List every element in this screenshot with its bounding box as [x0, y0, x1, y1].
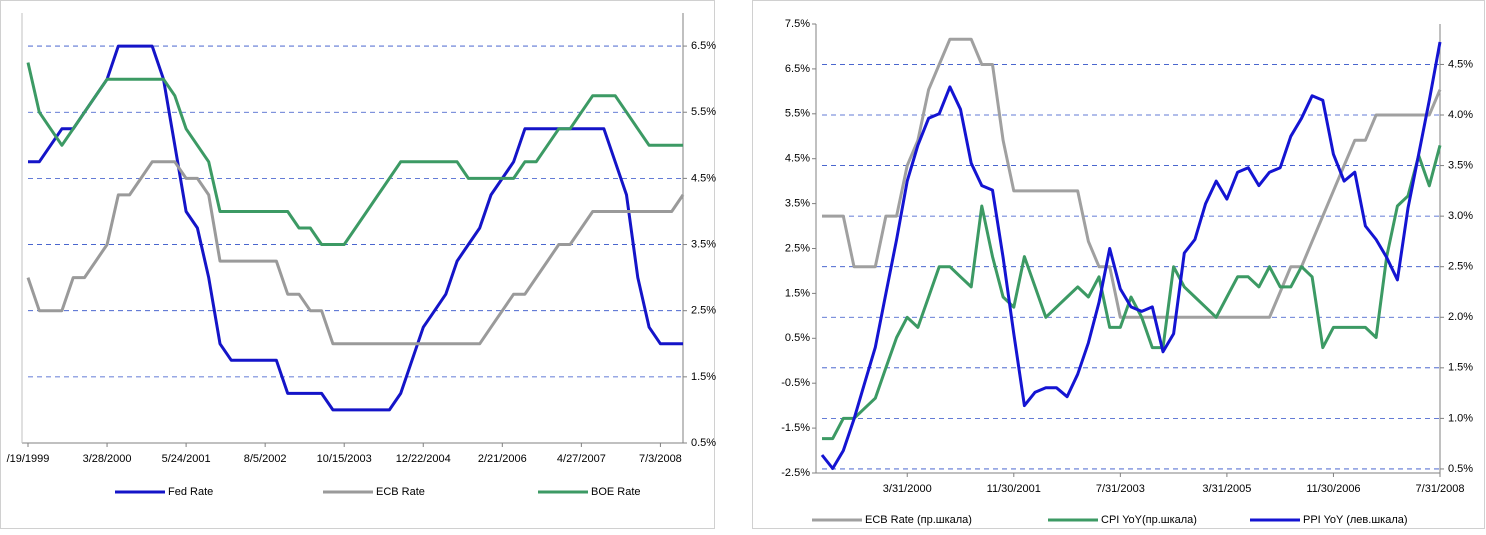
- x-tick-label: 7/3/2008: [639, 453, 682, 465]
- y-tick-label: 4.5%: [691, 172, 716, 184]
- y2-tick-label: 4.5%: [1448, 58, 1473, 70]
- series-line: [822, 37, 1442, 319]
- x-tick-label: 3/31/2000: [883, 483, 932, 495]
- y-tick-label: 5.5%: [691, 106, 716, 118]
- y-tick-label: 3.5%: [785, 198, 810, 210]
- y-tick-label: 6.5%: [785, 63, 810, 75]
- y2-tick-label: 1.0%: [1448, 412, 1473, 424]
- y-tick-label: 4.5%: [785, 153, 810, 165]
- y-tick-label: 6.5%: [691, 40, 716, 52]
- x-tick-label: 8/5/2002: [244, 453, 287, 465]
- y-tick-label: 0.5%: [785, 332, 810, 344]
- chart-frame: [0, 0, 715, 529]
- y2-tick-label: 3.0%: [1448, 210, 1473, 222]
- x-tick-label: 3/31/2005: [1202, 483, 1251, 495]
- legend-label: Fed Rate: [168, 486, 213, 498]
- x-tick-label: 3/28/2000: [83, 453, 132, 465]
- y-tick-label: -2.5%: [781, 467, 810, 479]
- y-tick-label: 2.5%: [785, 242, 810, 254]
- x-tick-label: 7/31/2003: [1096, 483, 1145, 495]
- y-tick-label: 0.5%: [691, 437, 716, 449]
- x-tick-label: 7/31/2008: [1416, 483, 1465, 495]
- x-tick-label: /19/1999: [7, 453, 50, 465]
- y-tick-label: 2.5%: [691, 305, 716, 317]
- y2-tick-label: 2.5%: [1448, 261, 1473, 273]
- y-tick-label: 7.5%: [785, 18, 810, 30]
- y-tick-label: -0.5%: [781, 377, 810, 389]
- y-tick-label: 1.5%: [691, 371, 716, 383]
- legend-label: PPI YoY (лев.шкала): [1303, 514, 1408, 526]
- legend-label: BOE Rate: [591, 486, 641, 498]
- legend-label: ECB Rate (пр.шкала): [865, 514, 972, 526]
- x-tick-label: 4/27/2007: [557, 453, 606, 465]
- legend-label: ECB Rate: [376, 486, 425, 498]
- y-tick-label: 5.5%: [785, 108, 810, 120]
- chart-frame: [752, 0, 1485, 529]
- x-tick-label: 11/30/2006: [1306, 483, 1360, 495]
- legend-label: CPI YoY(пр.шкала): [1101, 514, 1197, 526]
- y-tick-label: 3.5%: [691, 238, 716, 250]
- x-tick-label: 10/15/2003: [317, 453, 372, 465]
- y-tick-label: 1.5%: [785, 287, 810, 299]
- y2-tick-label: 3.5%: [1448, 159, 1473, 171]
- x-tick-label: 11/30/2001: [987, 483, 1041, 495]
- x-tick-label: 2/21/2006: [478, 453, 527, 465]
- y2-tick-label: 2.0%: [1448, 311, 1473, 323]
- series-line: [820, 41, 1442, 470]
- series-line: [26, 62, 683, 246]
- series-line: [28, 44, 683, 412]
- x-tick-label: 12/22/2004: [396, 453, 451, 465]
- y2-tick-label: 1.5%: [1448, 362, 1473, 374]
- x-tick-label: 5/24/2001: [162, 453, 211, 465]
- series-line: [822, 145, 1442, 441]
- y2-tick-label: 4.0%: [1448, 109, 1473, 121]
- y2-tick-label: 0.5%: [1448, 463, 1473, 475]
- y-tick-label: -1.5%: [781, 422, 810, 434]
- series-line: [26, 160, 685, 346]
